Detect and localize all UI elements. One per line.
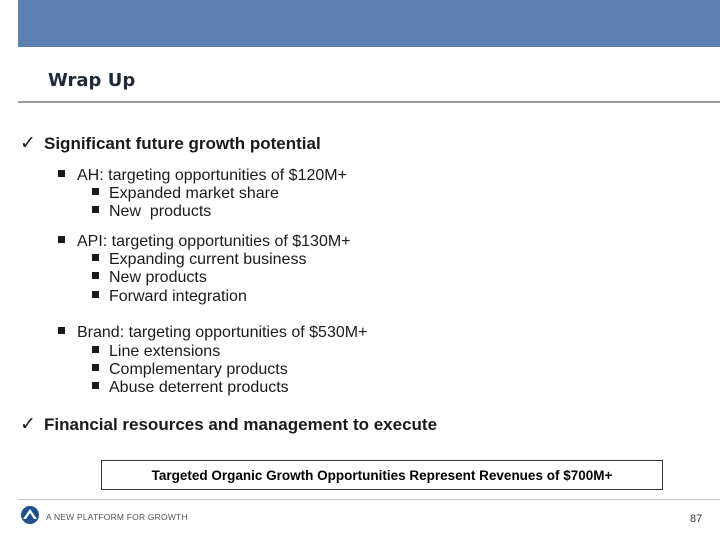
list-item: Expanding current business — [92, 251, 306, 269]
list-item: Abuse deterrent products — [92, 379, 289, 397]
square-bullet-icon — [58, 170, 65, 178]
footer-tagline: A NEW PLATFORM FOR GROWTH — [46, 512, 188, 522]
list-item: Line extensions — [92, 343, 220, 361]
title-divider — [18, 101, 720, 103]
callout-text: Targeted Organic Growth Opportunities Re… — [151, 467, 613, 483]
main-point-growth: ✓ Significant future growth potential — [20, 132, 321, 154]
header-bar — [18, 0, 720, 47]
slide-title: Wrap Up — [48, 70, 136, 91]
list-item-label: Forward integration — [109, 288, 247, 305]
subpoint-api: API: targeting opportunities of $130M+ — [58, 233, 351, 251]
list-item: New products — [92, 269, 207, 287]
subpoint-brand: Brand: targeting opportunities of $530M+ — [58, 324, 367, 342]
subpoint-label: Brand: targeting opportunities of $530M+ — [77, 324, 368, 341]
square-bullet-icon — [92, 346, 99, 354]
subpoint-label: API: targeting opportunities of $130M+ — [77, 233, 351, 250]
list-item-label: Expanding current business — [109, 251, 307, 268]
check-icon: ✓ — [20, 413, 36, 435]
square-bullet-icon — [58, 327, 65, 335]
list-item-label: Line extensions — [109, 343, 221, 360]
list-item-label: New products — [109, 269, 207, 286]
title-row — [18, 47, 720, 101]
list-item: Expanded market share — [92, 185, 279, 203]
list-item-label: New products — [109, 203, 212, 220]
main-point-label: Significant future growth potential — [44, 134, 321, 153]
list-item-label: Complementary products — [109, 361, 288, 378]
callout-box: Targeted Organic Growth Opportunities Re… — [101, 460, 663, 490]
check-icon: ✓ — [20, 132, 36, 154]
page-number: 87 — [690, 513, 703, 525]
square-bullet-icon — [92, 188, 99, 196]
list-item: Forward integration — [92, 288, 247, 306]
square-bullet-icon — [92, 206, 99, 214]
main-point-financial: ✓ Financial resources and management to e… — [20, 413, 437, 435]
square-bullet-icon — [92, 382, 99, 390]
square-bullet-icon — [92, 272, 99, 280]
subpoint-ah: AH: targeting opportunities of $120M+ — [58, 167, 347, 185]
list-item-label: Abuse deterrent products — [109, 379, 289, 396]
main-point-label: Financial resources and management to ex… — [44, 415, 438, 434]
square-bullet-icon — [92, 291, 99, 299]
footer-divider — [18, 499, 720, 500]
list-item: New products — [92, 203, 211, 221]
logo-icon — [21, 506, 39, 524]
square-bullet-icon — [92, 254, 99, 262]
list-item: Complementary products — [92, 361, 288, 379]
square-bullet-icon — [92, 364, 99, 372]
subpoint-label: AH: targeting opportunities of $120M+ — [77, 167, 347, 184]
list-item-label: Expanded market share — [109, 185, 279, 202]
square-bullet-icon — [58, 236, 65, 244]
